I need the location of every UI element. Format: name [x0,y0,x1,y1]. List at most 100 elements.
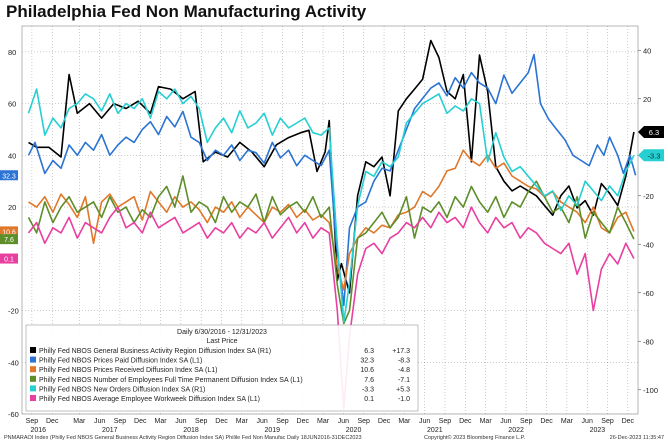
left-value-badge-label: 32.3 [2,173,16,180]
left-value-badge [0,226,18,237]
x-axis-month-label: Sep [195,418,208,425]
x-axis-month-label: Dec [297,418,310,425]
x-axis-month-label: Dec [134,418,147,425]
x-axis-month-label: Sep [601,418,614,425]
x-axis-month-label: Dec [378,418,391,425]
legend-entry-last: 10.6 [360,367,374,374]
x-axis-month-label: Mar [561,418,574,425]
legend-entry-change: +5.3 [396,386,410,393]
x-axis-month-label: Mar [317,418,330,425]
x-axis-month-label: Dec [459,418,472,425]
legend-swatch [30,375,36,382]
left-axis-tick-label: -20 [8,307,19,316]
left-axis-tick-label: -60 [8,410,19,419]
series-line-general_business [28,39,635,294]
right-value-badge [638,125,664,138]
right-axis-tick-label: -80 [643,337,654,346]
x-axis-month-label: Jun [94,418,105,425]
legend-swatch [30,356,36,363]
x-axis-year-label: 2022 [508,427,524,434]
x-axis-month-label: Dec [622,418,635,425]
x-axis-month-label: Mar [398,418,411,425]
left-value-badge-label: 7.6 [4,237,14,244]
left-value-badge-label: 10.6 [2,229,16,236]
x-axis-month-label: Sep [357,418,370,425]
left-value-badge [0,234,18,245]
legend-swatch [30,395,36,401]
x-axis-month-label: Jun [419,418,430,425]
x-axis-year-label: 2020 [346,427,362,434]
series-line-new_orders [27,88,635,323]
footer-timestamp: 26-Dec-2023 11:35:47 [609,435,664,441]
left-value-badge [0,170,18,181]
x-axis-month-label: Mar [236,418,249,425]
right-value-badge-label: 6.3 [649,128,659,137]
x-axis-month-label: Sep [276,418,289,425]
x-axis-month-label: Mar [480,418,493,425]
x-axis-month-label: Jun [256,418,267,425]
legend-entry-name: Philly Fed NBOS General Business Activit… [39,348,271,355]
right-value-badge-label: -3.3 [648,151,661,160]
x-axis-month-label: Jun [500,418,511,425]
legend-header: Daily 6/30/2016 - 12/31/2023 [177,329,267,336]
legend-box [25,324,419,412]
legend-entry-name: Philly Fed NBOS New Orders Diffusion Ind… [39,386,205,393]
x-axis-month-label: Sep [439,418,452,425]
x-axis-month-label: Jun [175,418,186,425]
x-axis-month-label: Dec [540,418,553,425]
x-axis-month-label: Mar [73,418,86,425]
x-axis-year-label: 2023 [590,427,606,434]
legend-swatch [30,385,36,392]
x-axis-year-label: 2016 [30,427,46,434]
right-value-badge [638,149,664,162]
chart-title: Philadelphia Fed Non Manufacturing Activ… [6,2,367,21]
right-axis-tick-label: -40 [643,240,654,249]
right-axis-tick-label: 20 [643,95,651,104]
x-axis-month-label: Dec [46,418,59,425]
left-axis-tick-label: 60 [8,100,16,109]
left-axis-tick-label: 80 [8,48,16,57]
series-line-employees [27,175,635,325]
x-axis-month-label: Jun [582,418,593,425]
footer-copyright: Copyright© 2023 Bloomberg Finance L.P. [424,435,526,441]
legend-entry-last: 0.1 [364,396,374,403]
legend-entry-last: 32.3 [360,358,374,365]
legend-entry-last: 7.6 [364,377,374,384]
x-axis-month-label: Sep [520,418,533,425]
legend-subheader: Last Price [206,338,237,345]
left-value-badge-label: 0.1 [4,257,14,264]
x-axis-month-label: Sep [114,418,127,425]
right-axis-tick-label: -100 [643,386,658,395]
legend-entry-name: Philly Fed NBOS Prices Paid Diffusion In… [39,358,202,365]
legend-entry-change: +17.3 [392,348,410,355]
x-axis-month-label: Jun [338,418,349,425]
x-axis-month-label: Mar [155,418,168,425]
legend-swatch [30,347,36,353]
x-axis-year-label: 2017 [102,427,118,434]
legend-entry-change: -7.1 [398,377,410,384]
left-axis-tick-label: -40 [8,358,19,367]
legend-entry-change: -8.3 [398,358,410,365]
legend-entry-change: -1.0 [398,396,410,403]
legend-entry-last: 6.3 [364,348,374,355]
right-axis-tick-label: 40 [643,46,651,55]
legend-entry-change: -4.8 [398,367,410,374]
x-axis-year-label: 2018 [183,427,199,434]
legend-entry-last: -3.3 [362,386,374,393]
left-axis-tick-label: 20 [8,203,16,212]
left-axis-tick-label: 40 [8,151,16,160]
legend-entry-name: Philly Fed NBOS Prices Received Diffusio… [39,367,217,374]
x-axis-year-label: 2021 [427,427,443,434]
legend-entry-name: Philly Fed NBOS Average Employee Workwee… [39,396,260,403]
x-axis-month-label: Sep [26,418,39,425]
left-value-badge [0,253,18,264]
series-line-workweek [27,206,635,410]
legend-swatch [30,366,36,373]
footer-source: PNMARAOI Index (Philly Fed NBOS General … [4,435,362,441]
footer: PNMARAOI Index (Philly Fed NBOS General … [4,435,664,441]
legend-entry-name: Philly Fed NBOS Number of Employees Full… [39,377,303,384]
right-axis-tick-label: -20 [643,192,654,201]
right-axis-tick-label: -60 [643,289,654,298]
